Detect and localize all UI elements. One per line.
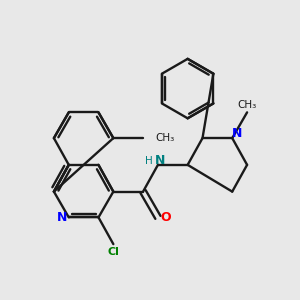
- Text: Cl: Cl: [107, 247, 119, 257]
- Text: H: H: [145, 156, 153, 166]
- Text: N: N: [155, 154, 165, 167]
- Text: CH₃: CH₃: [155, 133, 174, 143]
- Text: CH₃: CH₃: [238, 100, 257, 110]
- Text: N: N: [57, 211, 67, 224]
- Text: O: O: [160, 211, 171, 224]
- Text: N: N: [232, 127, 242, 140]
